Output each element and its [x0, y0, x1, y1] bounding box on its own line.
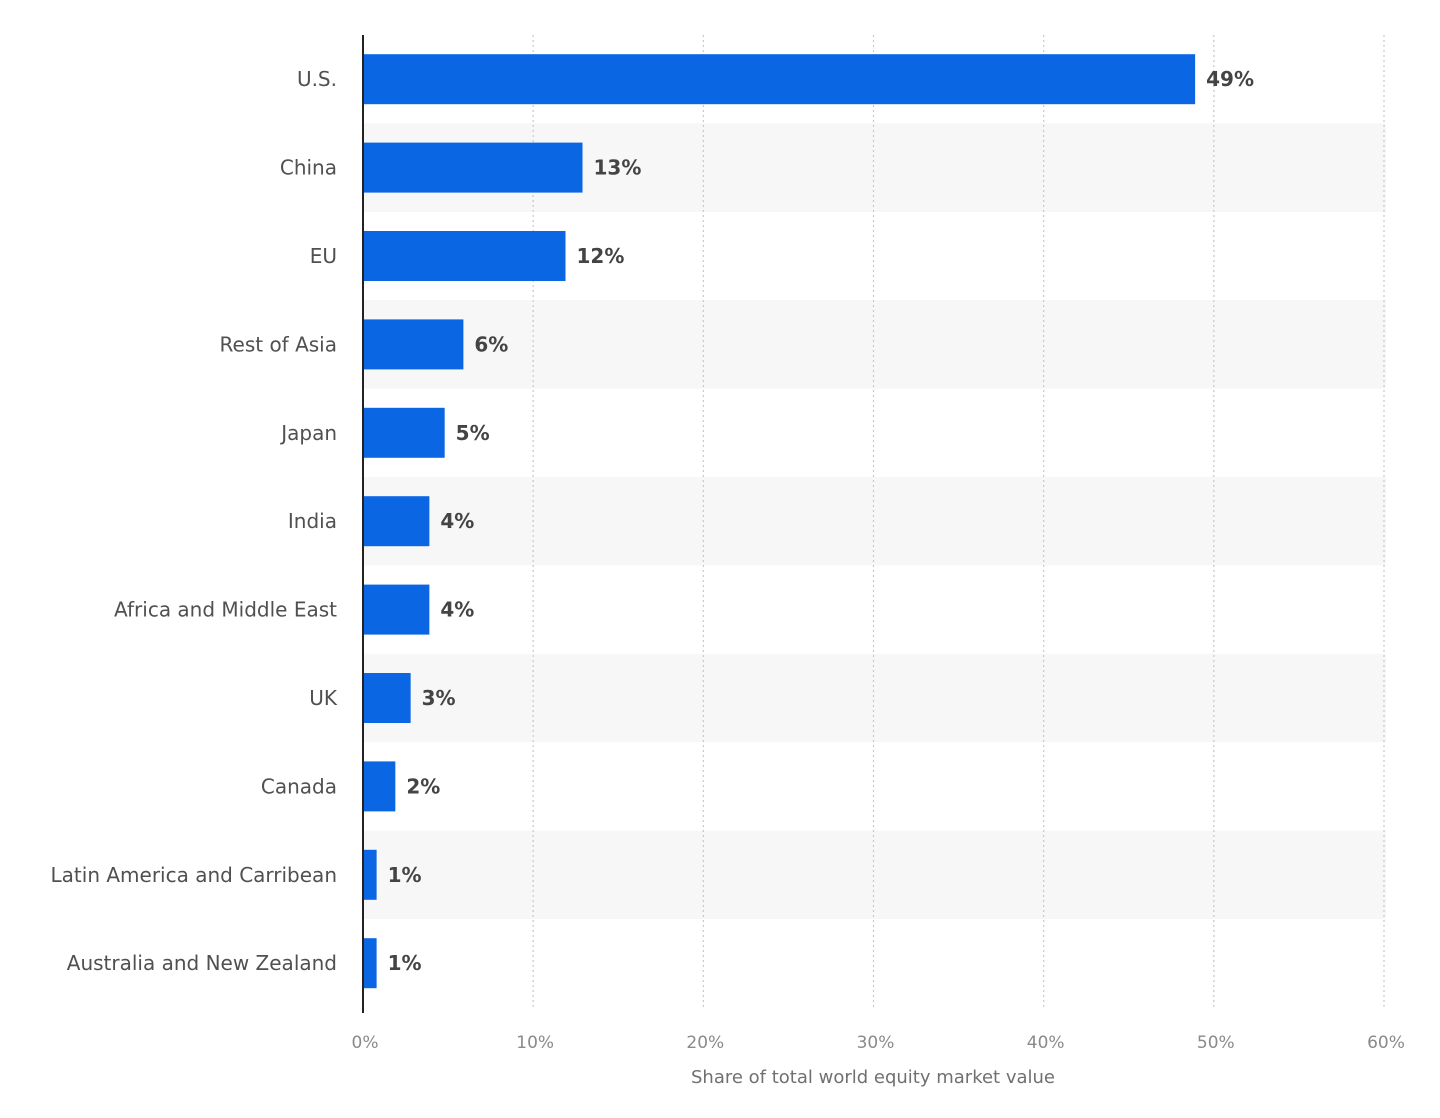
x-tick-labels: 0% 10% 20% 30% 40% 50% 60% [352, 1033, 1405, 1053]
value-labels: 49% 13% 12% 6% 5% 4% 4% 3% 2% 1% 1% [388, 67, 1254, 975]
value-label: 5% [456, 421, 490, 445]
x-tick-label: 50% [1197, 1033, 1235, 1053]
value-label: 13% [594, 156, 642, 180]
category-label: Latin America and Carribean [51, 863, 337, 887]
category-label: Japan [279, 421, 337, 445]
bar[interactable] [363, 231, 566, 281]
value-label: 49% [1206, 67, 1254, 91]
bars [363, 54, 1196, 989]
bar[interactable] [363, 849, 377, 900]
value-label: 1% [388, 951, 422, 975]
bar[interactable] [363, 496, 430, 547]
bar[interactable] [363, 407, 445, 458]
gridlines [532, 35, 1385, 1008]
value-label: 1% [388, 863, 422, 887]
category-label: UK [309, 686, 338, 710]
category-label: EU [310, 244, 337, 268]
value-label: 4% [440, 509, 474, 533]
value-label: 6% [474, 332, 508, 356]
category-label: China [280, 156, 337, 180]
category-label: Africa and Middle East [114, 598, 337, 622]
category-label: Canada [261, 774, 337, 798]
x-tick-label: 10% [516, 1033, 554, 1053]
row-band [363, 477, 1386, 566]
value-label: 2% [406, 774, 440, 798]
row-band [363, 300, 1386, 389]
value-label: 4% [440, 598, 474, 622]
row-band [363, 830, 1386, 919]
bar[interactable] [363, 761, 396, 812]
x-tick-label: 0% [352, 1033, 379, 1053]
value-label: 12% [576, 244, 624, 268]
bar[interactable] [363, 54, 1196, 105]
bar[interactable] [363, 673, 411, 723]
category-label: Australia and New Zealand [67, 951, 337, 975]
bar[interactable] [363, 142, 583, 193]
row-bands [363, 123, 1386, 919]
value-label: 3% [422, 686, 456, 710]
bar[interactable] [363, 938, 377, 989]
x-tick-label: 30% [857, 1033, 895, 1053]
category-label: India [288, 509, 337, 533]
x-axis-title: Share of total world equity market value [691, 1067, 1055, 1088]
bar[interactable] [363, 584, 430, 635]
x-tick-label: 40% [1027, 1033, 1065, 1053]
row-band [363, 653, 1386, 743]
x-tick-label: 20% [686, 1033, 724, 1053]
category-labels: U.S. China EU Rest of Asia Japan India Africa … [51, 67, 338, 975]
category-label: U.S. [297, 67, 337, 91]
x-tick-label: 60% [1367, 1033, 1405, 1053]
category-label: Rest of Asia [220, 332, 337, 356]
bar[interactable] [363, 319, 464, 370]
